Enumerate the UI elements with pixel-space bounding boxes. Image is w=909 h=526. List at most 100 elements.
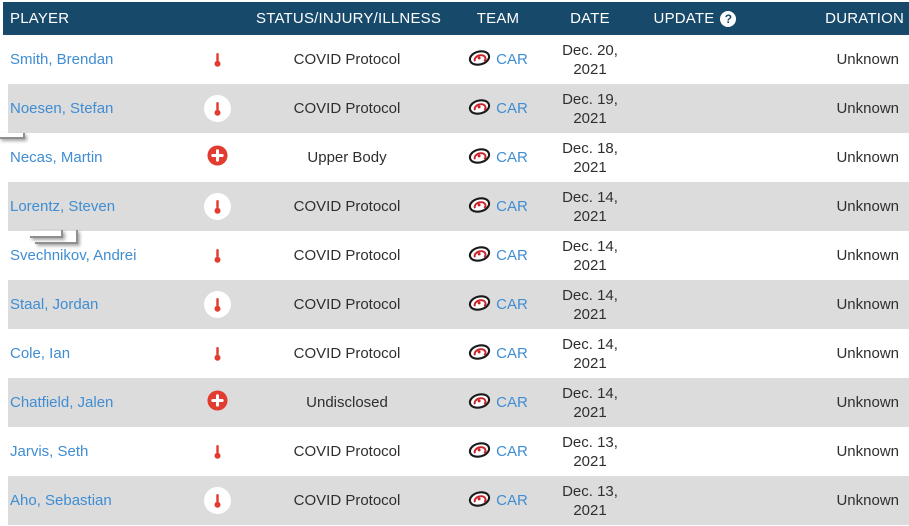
column-header-duration: DURATION xyxy=(825,10,904,27)
thermometer-icon xyxy=(203,46,231,73)
player-cell: Staal, Jordan xyxy=(8,296,178,313)
table-row: Aho, Sebastian COVID Protocol xyxy=(8,476,909,525)
date-cell: Dec. 14, 2021 xyxy=(558,335,622,373)
player-cell: Cole, Ian xyxy=(8,345,178,362)
player-link[interactable]: Jarvis, Seth xyxy=(10,443,89,460)
status-icon-cell xyxy=(203,46,231,73)
table-row: Necas, Martin Upper Body xyxy=(8,133,909,182)
status-text: Undisclosed xyxy=(306,394,388,411)
date-line2: 2021 xyxy=(573,452,607,470)
team-link[interactable]: CAR xyxy=(496,296,528,313)
duration-text: Unknown xyxy=(836,492,899,509)
date-line2: 2021 xyxy=(573,354,607,372)
column-header-status: STATUS/INJURY/ILLNESS xyxy=(256,10,442,27)
status-text: COVID Protocol xyxy=(293,51,401,68)
column-header-player: PLAYER xyxy=(10,10,70,27)
player-link[interactable]: Staal, Jordan xyxy=(10,296,99,313)
table-row: Cole, Ian COVID Protocol xyxy=(8,329,909,378)
date-line2: 2021 xyxy=(573,60,607,78)
duration-text: Unknown xyxy=(836,247,899,264)
player-cell: Smith, Brendan xyxy=(8,51,178,68)
status-icon-cell xyxy=(203,193,231,220)
duration-text: Unknown xyxy=(836,100,899,117)
status-text: COVID Protocol xyxy=(293,100,401,117)
team-link[interactable]: CAR xyxy=(496,100,528,117)
date-line2: 2021 xyxy=(573,158,607,176)
duration-text: Unknown xyxy=(836,296,899,313)
status-icon-cell xyxy=(203,242,231,269)
duration-text: Unknown xyxy=(836,198,899,215)
column-header-date: DATE xyxy=(570,10,610,27)
date-line1: Dec. 19, xyxy=(562,90,618,108)
team-link[interactable]: CAR xyxy=(496,198,528,215)
table-row: Staal, Jordan COVID Protocol xyxy=(8,280,909,329)
player-link[interactable]: Noesen, Stefan xyxy=(10,100,114,117)
player-cell: Noesen, Stefan xyxy=(8,100,178,117)
date-cell: Dec. 14, 2021 xyxy=(558,237,622,275)
date-cell: Dec. 19, 2021 xyxy=(558,90,622,128)
team-link[interactable]: CAR xyxy=(496,149,528,166)
duration-text: Unknown xyxy=(836,394,899,411)
date-line2: 2021 xyxy=(573,109,607,127)
team-cell: CAR xyxy=(438,196,558,218)
team-link[interactable]: CAR xyxy=(496,492,528,509)
date-cell: Dec. 20, 2021 xyxy=(558,41,622,79)
team-link[interactable]: CAR xyxy=(496,394,528,411)
date-line2: 2021 xyxy=(573,403,607,421)
date-line2: 2021 xyxy=(573,501,607,519)
date-line2: 2021 xyxy=(573,305,607,323)
status-text: COVID Protocol xyxy=(293,345,401,362)
hurricanes-logo-icon xyxy=(468,49,491,71)
date-line2: 2021 xyxy=(573,256,607,274)
date-line1: Dec. 20, xyxy=(562,41,618,59)
table-header-row: PLAYER STATUS/INJURY/ILLNESS TEAM DATE U… xyxy=(3,2,909,35)
thermometer-icon xyxy=(203,340,231,367)
date-cell: Dec. 14, 2021 xyxy=(558,188,622,226)
thermometer-icon xyxy=(203,242,231,269)
hurricanes-logo-icon xyxy=(468,294,491,316)
hurricanes-logo-icon xyxy=(468,490,491,512)
team-cell: CAR xyxy=(438,147,558,169)
status-icon-cell xyxy=(203,487,231,514)
player-link[interactable]: Smith, Brendan xyxy=(10,51,114,68)
player-link[interactable]: Chatfield, Jalen xyxy=(10,394,114,411)
status-text: COVID Protocol xyxy=(293,492,401,509)
help-question-icon[interactable]: ? xyxy=(720,10,737,27)
team-link[interactable]: CAR xyxy=(496,51,528,68)
player-link[interactable]: Lorentz, Steven xyxy=(10,198,116,215)
player-link[interactable]: Necas, Martin xyxy=(10,149,103,166)
player-cell: Chatfield, Jalen xyxy=(8,394,178,411)
date-line2: 2021 xyxy=(573,207,607,225)
update-header-label: UPDATE xyxy=(653,10,715,27)
thermometer-icon xyxy=(203,487,231,514)
date-cell: Dec. 18, 2021 xyxy=(558,139,622,177)
table-row: Jarvis, Seth COVID Protocol xyxy=(8,427,909,476)
status-text: COVID Protocol xyxy=(293,198,401,215)
status-icon-cell xyxy=(203,95,231,122)
plus-icon xyxy=(206,145,228,170)
player-link[interactable]: Aho, Sebastian xyxy=(10,492,112,509)
status-icon-cell xyxy=(203,438,231,465)
hurricanes-logo-icon xyxy=(468,245,491,267)
player-cell: Jarvis, Seth xyxy=(8,443,178,460)
player-link[interactable]: Cole, Ian xyxy=(10,345,71,362)
team-cell: CAR xyxy=(438,49,558,71)
table-row: Lorentz, Steven COVID Protocol xyxy=(8,182,909,231)
date-line1: Dec. 13, xyxy=(562,433,618,451)
callout-line-artifact xyxy=(0,133,25,139)
team-cell: CAR xyxy=(438,294,558,316)
team-link[interactable]: CAR xyxy=(496,443,528,460)
table-row: Noesen, Stefan COVID Protocol xyxy=(8,84,909,133)
team-cell: CAR xyxy=(438,441,558,463)
column-header-team: TEAM xyxy=(476,10,520,27)
player-cell: Necas, Martin xyxy=(8,149,178,166)
team-link[interactable]: CAR xyxy=(496,247,528,264)
injury-table-body: Smith, Brendan COVID Protocol xyxy=(8,35,909,525)
table-row: Chatfield, Jalen Undisclosed xyxy=(8,378,909,427)
team-cell: CAR xyxy=(438,245,558,267)
team-link[interactable]: CAR xyxy=(496,345,528,362)
hurricanes-logo-icon xyxy=(468,98,491,120)
player-link[interactable]: Svechnikov, Andrei xyxy=(10,247,137,264)
thermometer-icon xyxy=(203,95,231,122)
